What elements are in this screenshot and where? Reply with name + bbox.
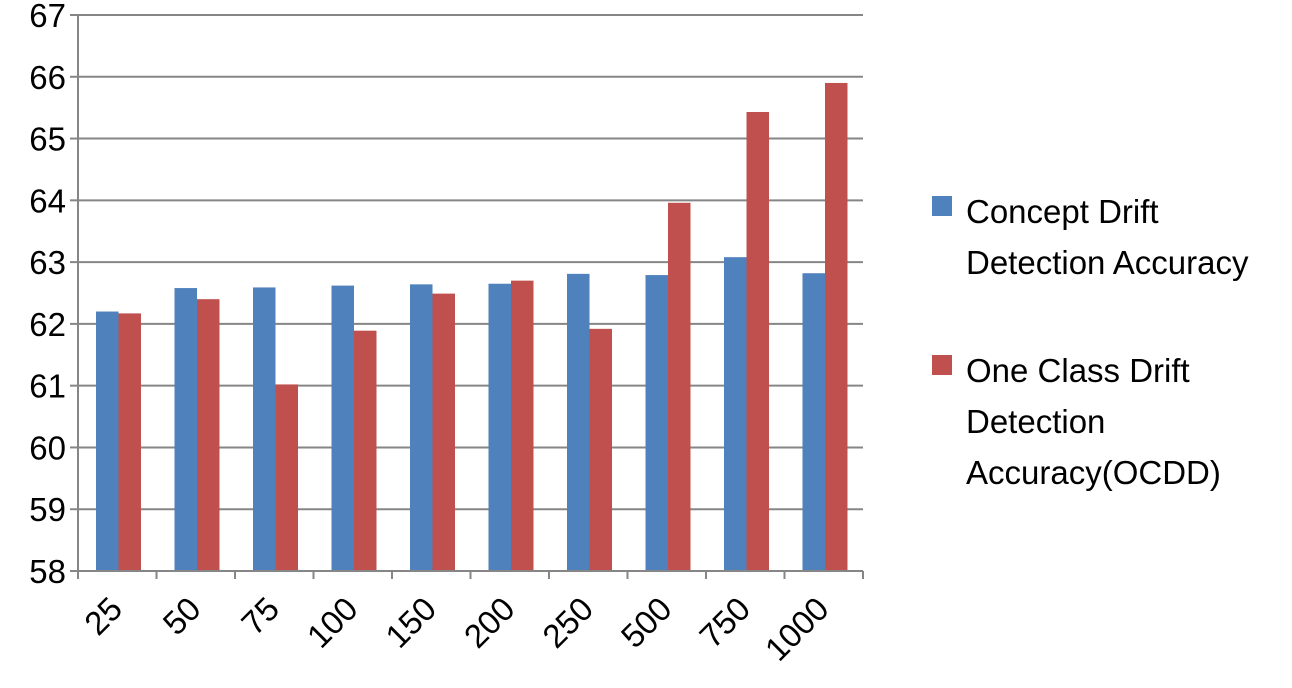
y-axis-tick-label: 61 (29, 368, 66, 405)
bar-concept-drift (174, 288, 197, 571)
bar-ocdd (197, 299, 220, 571)
bar-concept-drift (331, 285, 354, 571)
bar-concept-drift (645, 275, 668, 571)
bar-ocdd (118, 313, 141, 571)
x-axis-tick-label: 25 (77, 590, 129, 642)
legend-swatch-ocdd (932, 355, 952, 375)
bar-ocdd (825, 82, 848, 572)
x-axis-tick-label: 750 (692, 590, 757, 655)
y-axis-tick-label: 63 (29, 244, 66, 281)
y-axis-tick-label: 60 (29, 429, 66, 466)
legend-label-concept-drift: Concept Drift Detection Accuracy (966, 193, 1249, 281)
bar-ocdd (511, 280, 534, 571)
x-axis-tick-label: 500 (614, 590, 679, 655)
bar-concept-drift (488, 283, 511, 571)
bar-ocdd (432, 293, 455, 571)
legend-label-ocdd: One Class Drift Detection Accuracy(OCDD) (966, 352, 1221, 491)
y-axis-tick-label: 58 (29, 553, 66, 590)
bar-ocdd (589, 328, 612, 571)
chart-legend: Concept Drift Detection Accuracy One Cla… (932, 186, 1288, 498)
bar-concept-drift (724, 257, 747, 571)
bar-concept-drift (802, 273, 825, 571)
bar-concept-drift (567, 273, 590, 571)
bar-concept-drift (96, 311, 119, 571)
bar-ocdd (275, 384, 298, 571)
legend-swatch-concept-drift (932, 196, 952, 216)
x-axis-tick-label: 150 (378, 590, 443, 655)
x-axis-tick-label: 100 (300, 590, 365, 655)
y-axis-tick-label: 59 (29, 491, 66, 528)
y-axis-tick-label: 66 (29, 59, 66, 96)
bar-ocdd (354, 330, 377, 571)
x-axis-tick-label: 250 (535, 590, 600, 655)
y-axis-tick-label: 65 (29, 121, 66, 158)
x-axis-tick-label: 50 (156, 590, 208, 642)
x-axis-tick-label: 200 (457, 590, 522, 655)
bar-concept-drift (253, 287, 276, 571)
bar-ocdd (668, 202, 691, 572)
x-axis-tick-label: 1000 (758, 590, 836, 668)
bar-ocdd (746, 111, 769, 572)
bar-concept-drift (410, 284, 433, 571)
y-axis-tick-label: 64 (29, 182, 66, 219)
legend-item-concept-drift: Concept Drift Detection Accuracy (932, 186, 1288, 288)
x-axis-tick-label: 75 (234, 590, 286, 642)
legend-item-ocdd: One Class Drift Detection Accuracy(OCDD) (932, 345, 1288, 498)
y-axis-tick-label: 62 (29, 306, 66, 343)
y-axis-tick-label: 67 (29, 0, 66, 34)
